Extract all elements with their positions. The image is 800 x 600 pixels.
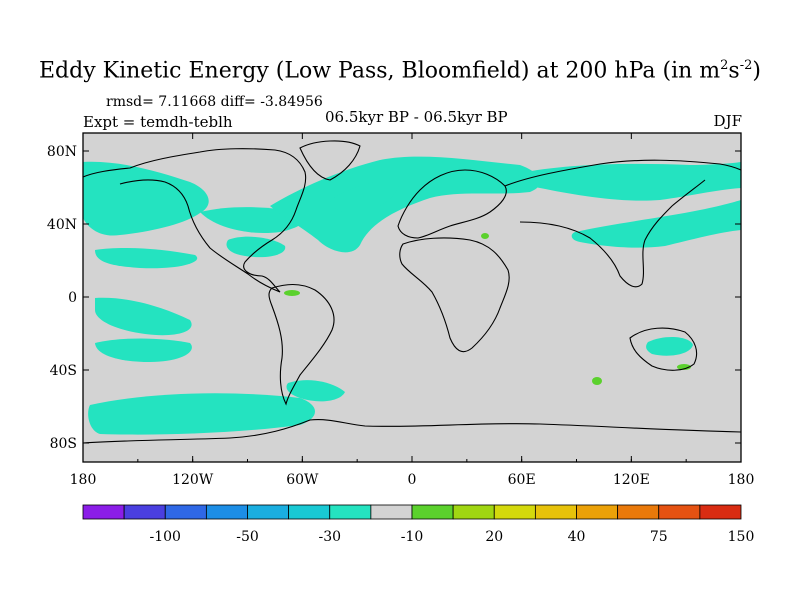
anomaly-region-north-siberia	[518, 162, 741, 201]
colorbar-label: 40	[568, 529, 586, 545]
colorbar-swatch	[288, 504, 331, 520]
anomaly-region-central-pacific	[95, 297, 192, 336]
colorbar-swatch	[617, 504, 660, 520]
colorbar-swatch	[699, 504, 742, 520]
coast-south-america	[268, 283, 335, 406]
colorbar-label: -50	[236, 529, 259, 545]
colorbar-label: 75	[650, 529, 668, 545]
lat-tick-label: 80S	[50, 436, 77, 452]
anomaly-region-atlantic-front	[330, 180, 400, 213]
coast-africa	[399, 237, 510, 353]
lon-tick-label: 180	[728, 472, 755, 488]
anomaly-region-gulf-mexico	[226, 236, 286, 258]
season-label: DJF	[713, 112, 742, 130]
coast-australia	[629, 327, 698, 371]
anomaly-region-north-america	[200, 207, 307, 234]
positive-spot-equatorial-pacific	[284, 290, 300, 296]
lon-tick-label: 60E	[508, 472, 536, 488]
colorbar-swatch	[82, 504, 125, 520]
anomaly-region-north-atlantic	[270, 156, 541, 253]
positive-spot-tasman-sea	[677, 364, 691, 370]
colorbar-swatch	[329, 504, 372, 520]
anomaly-region-north-pacific-south	[95, 247, 198, 269]
plot-title: Eddy Kinetic Energy (Low Pass, Bloomfiel…	[39, 58, 761, 84]
anomaly-region-southern-ocean	[88, 393, 315, 435]
coast-asia	[504, 159, 741, 288]
colorbar-swatch	[164, 504, 207, 520]
positive-anomaly-spots	[284, 233, 691, 385]
lon-tick-label: 120E	[613, 472, 650, 488]
positive-spot-middle-east	[481, 233, 489, 239]
colorbar-label: -100	[150, 529, 181, 545]
period-label: 06.5kyr BP - 06.5kyr BP	[325, 108, 508, 126]
lat-tick-label: 0	[68, 290, 77, 306]
coast-greenland	[299, 140, 361, 181]
anomaly-region-south-pacific	[95, 338, 192, 362]
colorbar-label: -10	[401, 529, 424, 545]
colorbar-swatch	[411, 504, 454, 520]
lat-tick-label: 40S	[50, 363, 77, 379]
colorbar-swatch	[576, 504, 619, 520]
anomaly-region-south-america	[286, 380, 345, 402]
lat-tick-label: 40N	[47, 217, 77, 233]
colorbar-swatch	[205, 504, 248, 520]
colorbar-swatch	[370, 504, 413, 520]
map-axes: 180 120W 60W 0 60E 120E 180 80N 40N 0 40S 80S	[47, 133, 754, 488]
coast-north-america	[83, 148, 307, 293]
anomaly-region-north-pacific	[83, 161, 209, 236]
lat-tick-label: 80N	[47, 144, 77, 160]
colorbar-swatch	[493, 504, 536, 520]
anomaly-regions	[83, 156, 741, 435]
positive-spot-indian-ocean	[592, 377, 602, 385]
anomaly-region-east-asia	[571, 200, 741, 248]
lon-tick-label: 180	[70, 472, 97, 488]
colorbar-swatch	[452, 504, 495, 520]
stats-label: rmsd= 7.11668 diff= -3.84956	[106, 94, 323, 110]
colorbar-swatch	[123, 504, 166, 520]
coast-europe	[397, 169, 507, 239]
colorbar-swatch	[534, 504, 577, 520]
lon-tick-label: 0	[408, 472, 417, 488]
coast-antarctica	[83, 419, 741, 444]
coastlines	[83, 140, 741, 444]
lon-tick-label: 60W	[286, 472, 319, 488]
experiment-label: Expt = temdh-teblh	[83, 113, 233, 131]
colorbar-label: 20	[485, 529, 503, 545]
colorbar-swatch	[658, 504, 701, 520]
anomaly-region-australia	[646, 336, 693, 356]
lon-tick-label: 120W	[172, 472, 214, 488]
colorbar: -100 -50 -30 -10 20 40 75 150	[82, 504, 755, 545]
colorbar-label: 150	[728, 529, 755, 545]
colorbar-label: -30	[318, 529, 341, 545]
colorbar-swatch	[247, 504, 290, 520]
